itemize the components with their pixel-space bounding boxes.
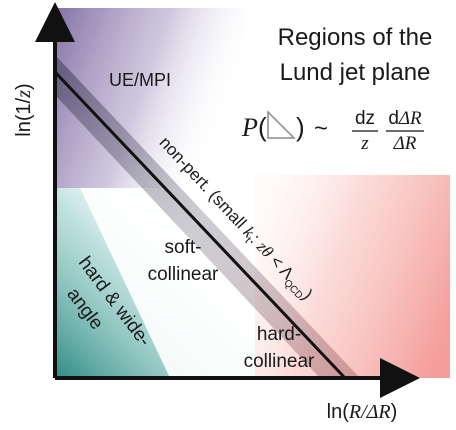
non-perturbative-band [55, 55, 360, 378]
triangle-icon [267, 110, 296, 139]
x-axis-label: ln(R/ΔR) [327, 401, 398, 423]
x-label-main: ln( [327, 401, 350, 423]
formula-d: d [388, 108, 399, 129]
formula-close-paren: ) [296, 112, 305, 142]
diag-kt-sub: t [242, 235, 253, 245]
hard-collinear-label-2: collinear [244, 351, 315, 372]
y-label-main: ln(1/ [13, 97, 35, 136]
soft-collinear-label-2: collinear [148, 264, 219, 285]
non-perturbative-boundary [53, 70, 347, 380]
y-axis-label: ln(1/z) [13, 83, 35, 136]
formula-d-delta-r: dΔR [388, 108, 422, 129]
formula-z: z [360, 133, 369, 154]
title-line-1: Regions of the [278, 24, 433, 51]
hard-collinear-region [255, 175, 450, 378]
title-line-2: Lund jet plane [280, 59, 431, 86]
y-label-close: ) [13, 83, 35, 90]
y-label-var: z [13, 90, 35, 99]
ue-mpi-label: UE/MPI [109, 70, 171, 90]
formula-dz: dz [355, 108, 375, 129]
formula-tilde: ~ [314, 115, 328, 142]
formula-open-paren: ( [258, 112, 267, 142]
x-label-var: R/ΔR [348, 401, 391, 423]
hard-collinear-label-1: hard- [257, 324, 301, 345]
x-label-close: ) [391, 401, 398, 423]
formula-delta-r-num: ΔR [398, 108, 422, 129]
formula-p: P [241, 113, 258, 142]
soft-collinear-label-1: soft- [165, 237, 202, 258]
formula-delta-r-den: ΔR [393, 133, 417, 154]
